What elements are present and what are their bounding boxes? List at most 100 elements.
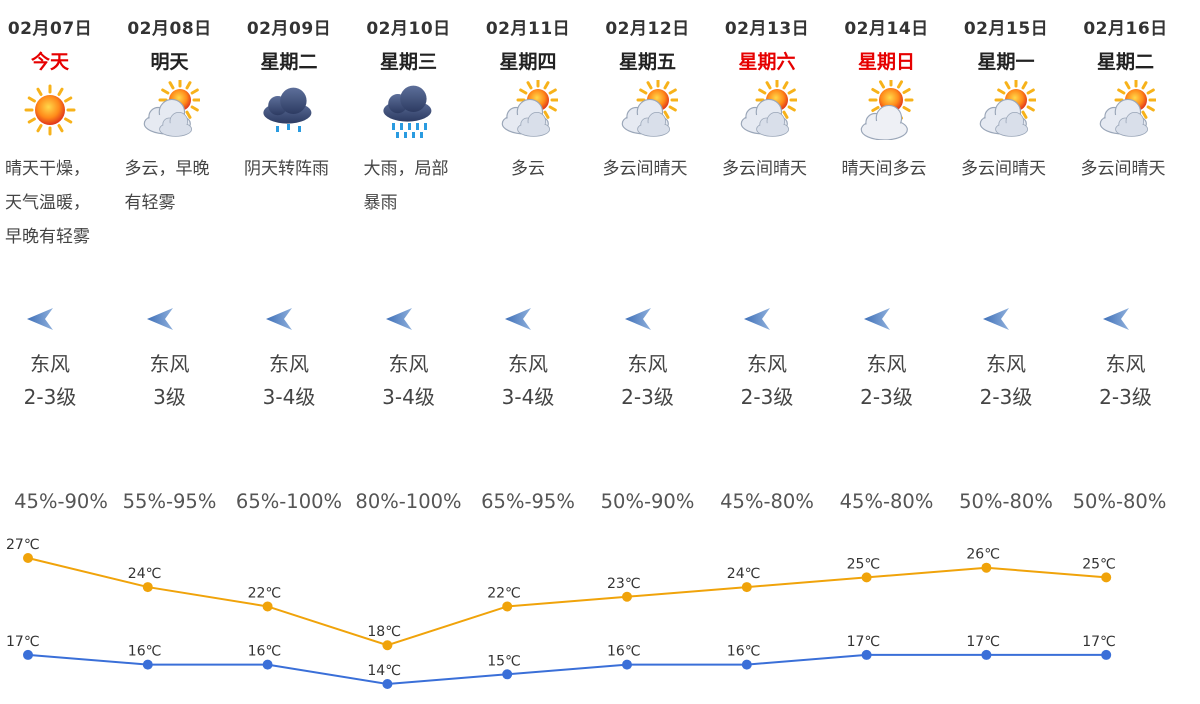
humidity-range: 65%-100% [235, 490, 343, 513]
low-temp-point [382, 679, 393, 689]
high-temp-point [382, 640, 393, 651]
wind-direction: 东风 [747, 352, 787, 376]
weather-description: 多云间晴天 [722, 159, 807, 179]
day-date: 02月11日 [485, 19, 571, 39]
day-date: 02月07日 [7, 19, 93, 39]
day-column: 02月12日 星期五 多云间晴天 东风 2-3级 [589, 0, 707, 470]
weather-description: 多云间晴天 [1080, 159, 1166, 179]
low-temp-label: 14℃ [367, 663, 401, 679]
high-temp-label: 18℃ [367, 624, 401, 640]
weather-description: 多云 [511, 159, 545, 179]
low-temp-point [741, 659, 752, 670]
day-column: 02月09日 星期二 阴天转阵雨 东风 3-4级 [230, 0, 348, 470]
wind-level: 2-3级 [860, 385, 913, 409]
humidity-range: 50%-80% [1072, 490, 1167, 513]
temperature-chart: 27℃ 24℃ 22℃ 18℃ 22℃ 23℃ 24℃ 25℃ 26℃ 25℃ 17℃ 16℃ 16℃ 1… [6, 537, 1116, 689]
day-date: 02月15日 [963, 19, 1049, 39]
day-weekday: 星期四 [499, 51, 557, 73]
high-temp-point [861, 572, 872, 583]
wind-arrow-icon [623, 306, 655, 332]
day-weekday: 星期一 [977, 51, 1035, 73]
low-temp-line [27, 653, 1107, 686]
low-temp-point [622, 659, 632, 670]
low-temp-point [981, 649, 992, 660]
day-weekday: 星期三 [379, 51, 437, 73]
weather-description: 晴天间多云 [841, 159, 927, 179]
wind-arrow-icon [981, 306, 1013, 332]
day-weekday: 星期二 [260, 51, 318, 73]
low-temp-label: 17℃ [6, 634, 40, 650]
wind-direction: 东风 [269, 352, 309, 376]
sunny-icon [20, 80, 80, 140]
day-column: 02月07日 今天 晴天干燥，天气温暖，早晚有轻雾 东风 2-3级 [0, 0, 109, 470]
weather-description: 多云，早晚有轻雾 [124, 159, 210, 213]
high-temp-point [23, 553, 33, 563]
high-temp-point [262, 601, 273, 612]
day-date: 02月08日 [127, 19, 212, 39]
low-temp-point [861, 649, 872, 660]
wind-level: 2-3级 [1099, 385, 1152, 409]
humidity-range: 80%-100% [355, 490, 462, 513]
day-column: 02月16日 星期二 多云间晴天 东风 2-3级 [1067, 0, 1185, 470]
day-date: 02月10日 [366, 19, 451, 39]
wind-arrow-icon [742, 306, 774, 332]
day-weekday: 星期五 [618, 51, 676, 73]
wind-arrow-icon [1101, 306, 1133, 332]
day-weekday: 星期六 [738, 51, 796, 73]
partly-cloudy-icon [1096, 78, 1157, 140]
high-temp-point [502, 601, 513, 612]
day-weekday: 星期二 [1096, 51, 1154, 73]
low-temp-label: 16℃ [607, 644, 641, 660]
day-weekday: 今天 [30, 51, 69, 73]
day-column: 02月11日 星期四 多云 东风 3-4级 [469, 0, 587, 470]
day-column: 02月15日 星期一 多云间晴天 东风 2-3级 [947, 0, 1065, 470]
day-date: 02月14日 [844, 19, 929, 39]
wind-direction: 东风 [388, 352, 429, 376]
high-temp-label: 22℃ [248, 585, 282, 601]
wind-direction: 东风 [30, 352, 70, 376]
wind-level: 3-4级 [501, 385, 555, 409]
high-temp-label: 25℃ [1082, 556, 1116, 572]
wind-direction: 东风 [627, 352, 668, 376]
day-column: 02月08日 明天 多云，早晚有轻雾 东风 3级 [111, 0, 229, 470]
humidity-range: 45%-80% [839, 490, 934, 513]
wind-arrow-icon [384, 306, 416, 332]
low-temp-label: 16℃ [248, 644, 282, 660]
high-temp-label: 22℃ [487, 585, 521, 601]
low-temp-point [23, 649, 33, 660]
high-temp-line [27, 557, 1107, 647]
day-column: 02月13日 星期六 多云间晴天 东风 2-3级 [708, 0, 826, 470]
high-temp-point [981, 562, 992, 573]
partly-cloudy-icon [498, 78, 560, 140]
weather-description: 阴天转阵雨 [244, 159, 329, 179]
high-temp-label: 24℃ [727, 566, 761, 582]
high-temp-label: 23℃ [607, 576, 641, 592]
wind-arrow-icon [25, 306, 57, 332]
day-date: 02月12日 [605, 19, 690, 39]
wind-level: 3-4级 [382, 385, 435, 409]
weather-description: 大雨，局部暴雨 [363, 159, 449, 213]
weather-description: 多云间晴天 [961, 159, 1046, 179]
weather-description: 晴天干燥，天气温暖，早晚有轻雾 [5, 159, 90, 247]
wind-level: 3-4级 [262, 385, 316, 409]
humidity-range: 45%-80% [720, 490, 814, 513]
high-temp-point [741, 582, 752, 593]
high-temp-point [142, 582, 153, 593]
low-temp-label: 17℃ [847, 634, 881, 650]
low-temp-point [142, 659, 153, 670]
wind-level: 2-3级 [740, 385, 794, 409]
wind-direction: 东风 [149, 352, 190, 376]
partly-cloudy-icon [140, 78, 201, 140]
day-weekday: 星期日 [857, 51, 915, 73]
wind-direction: 东风 [866, 352, 907, 376]
wind-direction: 东风 [1105, 352, 1146, 376]
day-column: 02月14日 星期日 晴天间多云 东风 2-3级 [828, 0, 946, 470]
wind-direction: 东风 [986, 352, 1026, 376]
day-weekday: 明天 [150, 51, 189, 73]
wind-level: 2-3级 [979, 385, 1033, 409]
day-date: 02月09日 [246, 19, 332, 39]
high-temp-point [622, 591, 632, 602]
sunny-cloudy-icon [857, 77, 917, 141]
high-temp-point [1101, 572, 1112, 583]
wind-arrow-icon [503, 306, 535, 332]
